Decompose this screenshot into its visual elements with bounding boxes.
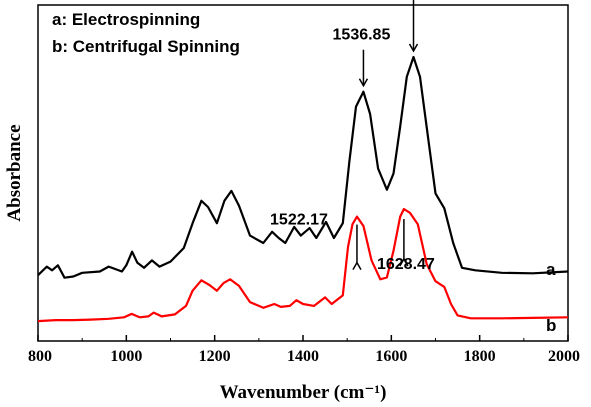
legend-entry-a: a: Electrospinning — [52, 10, 200, 29]
x-tick-label-1000: 1000 — [110, 348, 142, 365]
x-axis-ticks: 800 1000 1200 1400 1600 1800 2000 — [28, 335, 580, 365]
curve-label-a: a — [546, 260, 556, 279]
x-tick-label-1200: 1200 — [199, 348, 231, 365]
x-tick-label-1600: 1600 — [375, 348, 407, 365]
series-b-line — [37, 207, 569, 323]
y-axis-title: Absorbance — [4, 124, 25, 221]
annotation-arrowhead-1522.17 — [352, 261, 362, 270]
spectra — [37, 55, 569, 323]
x-tick-label-800: 800 — [28, 348, 52, 365]
legend-entry-b: b: Centrifugal Spinning — [52, 37, 240, 56]
x-tick-label-1800: 1800 — [464, 348, 496, 365]
annotation-arrowhead-1536.85 — [358, 78, 369, 88]
annotation-arrowhead-1628.47 — [399, 257, 409, 267]
annotation-arrowhead-1650.20 — [408, 43, 419, 53]
x-axis-title: Wavenumber (cm⁻¹) — [220, 382, 387, 403]
annotation-label-1536.85: 1536.85 — [333, 27, 391, 44]
annotation-label-1628.47: 1628.47 — [377, 256, 435, 273]
series-a-line — [37, 55, 569, 279]
curve-label-b: b — [546, 316, 556, 335]
x-tick-label-2000: 2000 — [548, 348, 580, 365]
x-tick-label-1400: 1400 — [287, 348, 319, 365]
annotation-label-1522.17: 1522.17 — [270, 212, 328, 229]
